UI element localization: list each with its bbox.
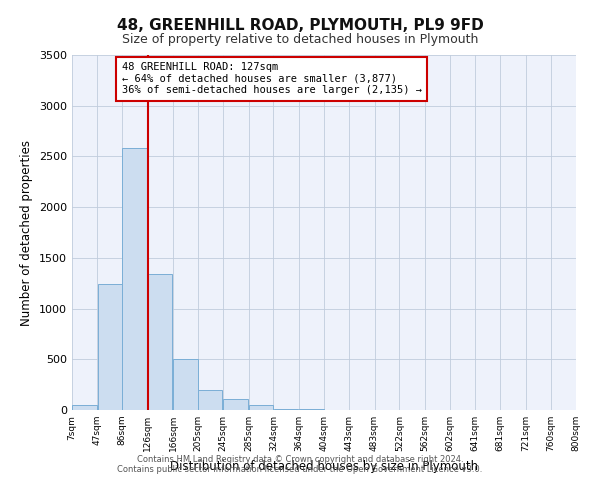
- Bar: [223, 400, 248, 410]
- Text: Contains public sector information licensed under the Open Government Licence v3: Contains public sector information licen…: [118, 466, 482, 474]
- Bar: [148, 274, 172, 410]
- Text: 48 GREENHILL ROAD: 127sqm
← 64% of detached houses are smaller (3,877)
36% of se: 48 GREENHILL ROAD: 127sqm ← 64% of detac…: [122, 62, 422, 96]
- Text: 48, GREENHILL ROAD, PLYMOUTH, PL9 9FD: 48, GREENHILL ROAD, PLYMOUTH, PL9 9FD: [116, 18, 484, 32]
- Bar: [274, 409, 298, 410]
- Text: Size of property relative to detached houses in Plymouth: Size of property relative to detached ho…: [122, 32, 478, 46]
- Bar: [249, 406, 274, 410]
- Text: Contains HM Land Registry data © Crown copyright and database right 2024.: Contains HM Land Registry data © Crown c…: [137, 456, 463, 464]
- Bar: [72, 406, 97, 410]
- Y-axis label: Number of detached properties: Number of detached properties: [20, 140, 34, 326]
- X-axis label: Distribution of detached houses by size in Plymouth: Distribution of detached houses by size …: [170, 460, 478, 472]
- Bar: [122, 148, 147, 410]
- Bar: [173, 360, 197, 410]
- Bar: [98, 284, 122, 410]
- Bar: [198, 390, 223, 410]
